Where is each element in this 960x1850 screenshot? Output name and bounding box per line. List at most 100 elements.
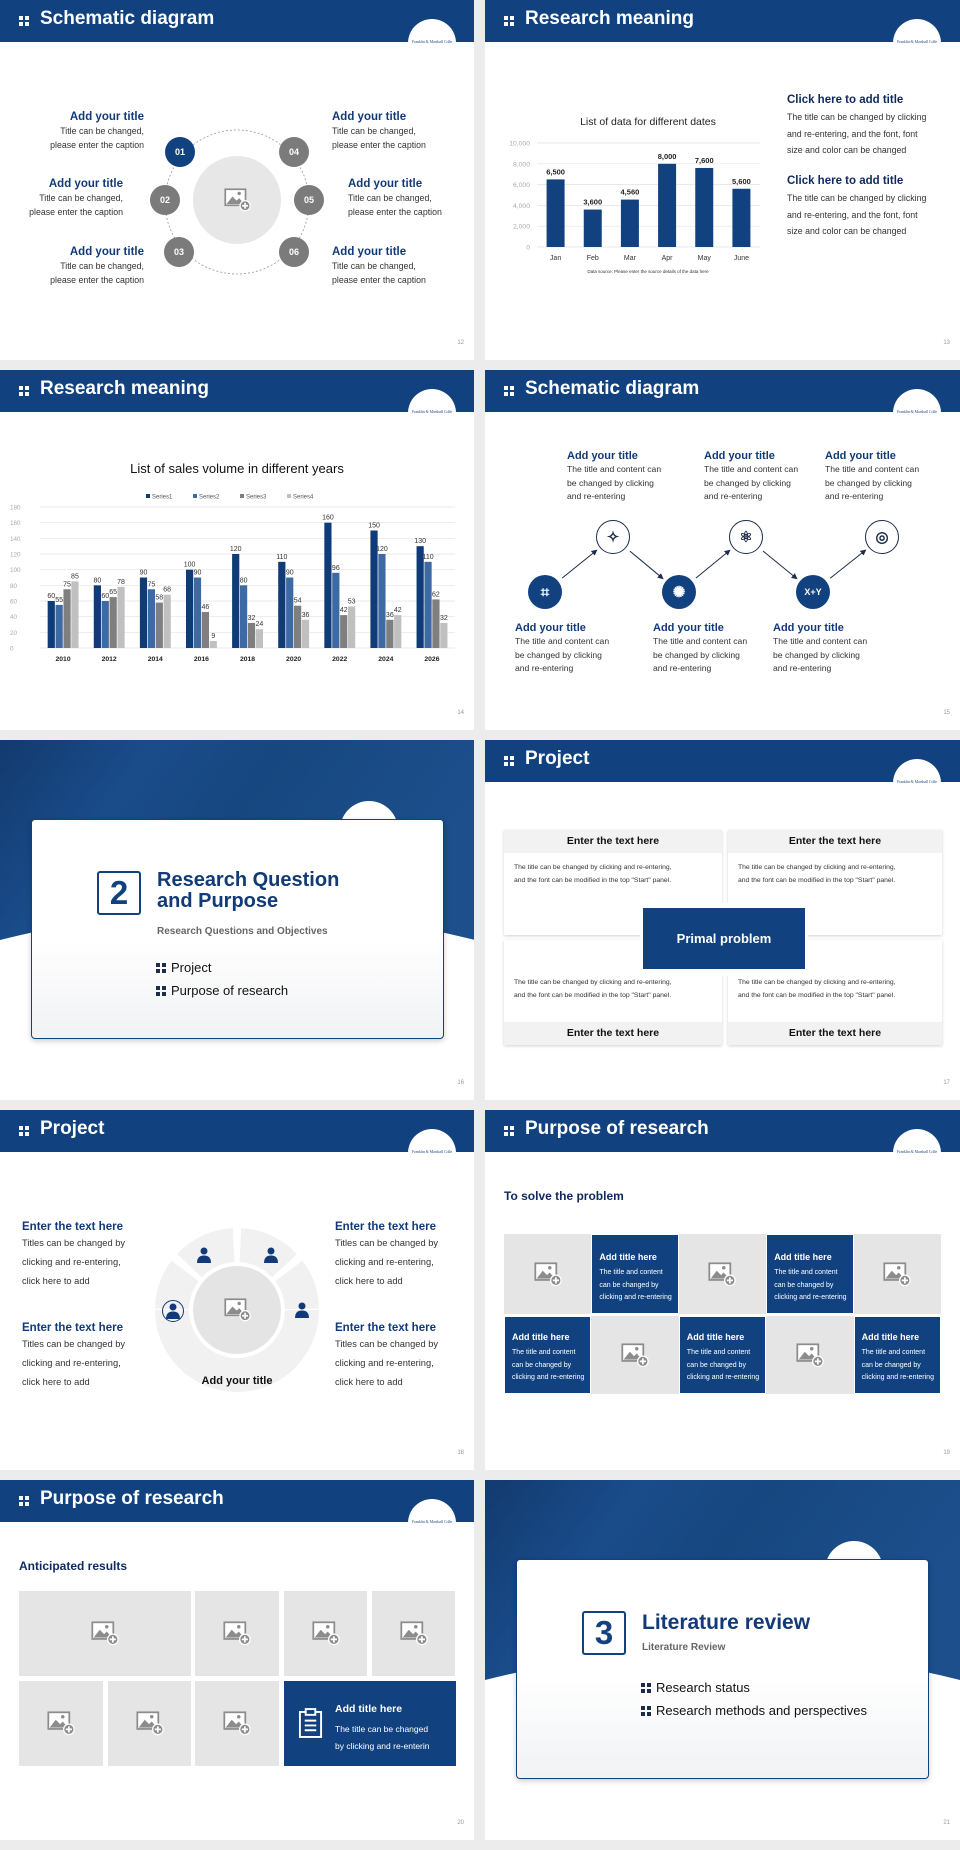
center-title[interactable]: Add your title — [201, 1375, 273, 1387]
step-number-badge[interactable]: 02 — [150, 185, 180, 215]
step-title[interactable]: Add your title — [825, 450, 896, 462]
image-placeholder-icon[interactable] — [91, 1621, 119, 1646]
bar-Series4-2012 — [117, 586, 125, 648]
image-placeholder-icon[interactable] — [621, 1342, 649, 1368]
orbit-icon[interactable]: ◎ — [865, 520, 899, 554]
item-text-block: Add your title Title can be changed, pleas… — [29, 178, 123, 219]
bar-Series3-2020 — [294, 605, 302, 648]
y-tick-label: 2,000 — [513, 224, 530, 231]
image-placeholder-icon[interactable] — [796, 1342, 824, 1368]
image-placeholder-icon[interactable] — [399, 1621, 428, 1646]
image-placeholder-icon[interactable] — [883, 1261, 912, 1287]
network-cube-icon[interactable]: ⌗ — [528, 575, 562, 609]
box-heading[interactable]: Enter the text here — [504, 1022, 722, 1045]
cell-title[interactable]: Add title here — [512, 1332, 570, 1342]
block-title[interactable]: Enter the text here — [22, 1221, 123, 1233]
data-label: 24 — [256, 621, 264, 628]
image-cell[interactable] — [372, 1591, 455, 1676]
slide-16: 16Franklin & Marshall College2Research Q… — [0, 740, 474, 1100]
image-placeholder-icon[interactable] — [708, 1261, 737, 1287]
image-placeholder-icon[interactable] — [223, 1298, 251, 1322]
image-placeholder-icon[interactable] — [311, 1621, 340, 1646]
card-title[interactable]: Add title here — [335, 1703, 403, 1715]
image-placeholder-icon[interactable] — [223, 1621, 251, 1646]
image-cell[interactable] — [195, 1591, 279, 1676]
image-placeholder-icon[interactable] — [223, 1711, 251, 1736]
step-body-line: be changed by clicking — [653, 649, 740, 660]
block-body-line: clicking and re-entering, — [22, 1358, 121, 1368]
item-title[interactable]: Add your title — [69, 246, 144, 258]
image-placeholder-icon[interactable] — [534, 1261, 562, 1287]
box-heading[interactable]: Enter the text here — [728, 830, 942, 853]
arrow — [829, 549, 867, 579]
data-label: 65 — [109, 589, 117, 596]
image-cell[interactable] — [19, 1591, 191, 1676]
data-label: 120 — [230, 546, 242, 553]
step-number-badge[interactable]: 05 — [294, 185, 324, 215]
step-title[interactable]: Add your title — [653, 622, 724, 634]
bullet-dots-icon — [641, 1683, 651, 1693]
image-cell[interactable] — [195, 1681, 279, 1766]
center-image-circle[interactable] — [193, 156, 281, 244]
sparkles-icon[interactable]: ✧ — [596, 520, 630, 554]
x-tick-label: 2010 — [55, 656, 70, 663]
step-title[interactable]: Add your title — [567, 450, 638, 462]
result-card: Add title here The title can be changed by… — [284, 1681, 456, 1766]
section-subtitle: Research Questions and Objectives — [157, 926, 328, 937]
bar-Series3-2010 — [63, 589, 71, 648]
box-body-line: and the font can be modified in the top … — [514, 991, 672, 999]
step-number-badge[interactable]: 06 — [279, 237, 309, 267]
slide-13: Research meaning Franklin & Marshall Coll… — [485, 0, 960, 360]
center-image-circle[interactable] — [193, 1266, 281, 1354]
primal-problem-box[interactable]: Primal problem — [643, 908, 805, 969]
cell-title[interactable]: Add title here — [774, 1252, 832, 1262]
image-cell[interactable] — [504, 1234, 592, 1314]
item-title[interactable]: Add your title — [332, 111, 407, 123]
image-cell[interactable] — [108, 1681, 191, 1766]
box-heading[interactable]: Enter the text here — [728, 1022, 942, 1045]
step-body-line: The title and content can — [704, 464, 799, 474]
bullet-dots-icon — [156, 963, 166, 973]
block-title[interactable]: Enter the text here — [335, 1221, 436, 1233]
image-placeholder-icon[interactable] — [135, 1711, 164, 1736]
image-cell[interactable] — [591, 1316, 679, 1394]
step-title[interactable]: Add your title — [773, 622, 844, 634]
cell-title[interactable]: Add title here — [686, 1332, 745, 1342]
step-number-badge[interactable]: 03 — [164, 237, 194, 267]
step-title[interactable]: Add your title — [704, 450, 775, 462]
data-label: 7,600 — [695, 156, 714, 165]
cell-title[interactable]: Add title here — [599, 1252, 657, 1262]
y-tick-label: 4,000 — [513, 203, 530, 210]
item-title[interactable]: Add your title — [348, 178, 423, 190]
item-title[interactable]: Add your title — [332, 246, 407, 258]
image-cell[interactable] — [853, 1234, 941, 1314]
block-title[interactable]: Click here to add title — [787, 175, 904, 187]
item-title[interactable]: Add your title — [69, 111, 144, 123]
block-title[interactable]: Enter the text here — [22, 1322, 123, 1334]
box-heading[interactable]: Enter the text here — [504, 830, 722, 853]
image-placeholder-icon[interactable] — [47, 1711, 75, 1736]
image-cell[interactable] — [284, 1591, 367, 1676]
section-title: Research Question and Purpose — [157, 870, 339, 912]
item-caption: Title can be changed, — [60, 261, 144, 271]
formula-icon[interactable]: X+Y — [796, 575, 830, 609]
molecule-icon[interactable]: ⚛ — [729, 520, 763, 554]
image-cell[interactable] — [766, 1316, 854, 1394]
step-number-badge[interactable]: 01 — [165, 137, 195, 167]
image-cell[interactable] — [678, 1234, 767, 1314]
ring-segment — [274, 1260, 319, 1310]
item-title[interactable]: Add your title — [48, 178, 123, 190]
image-placeholder-icon[interactable] — [223, 188, 251, 212]
slide-title: Research meaning — [40, 378, 209, 399]
item-caption: Title can be changed, — [332, 261, 416, 271]
step-title[interactable]: Add your title — [515, 622, 586, 634]
hub-icon[interactable]: ✺ — [662, 575, 696, 609]
logo-text: Franklin & Marshall College — [412, 1519, 452, 1524]
block-title[interactable]: Click here to add title — [787, 94, 904, 106]
box-body-line: and the font can be modified in the top … — [738, 876, 896, 884]
image-cell[interactable] — [19, 1681, 103, 1766]
cell-title[interactable]: Add title here — [861, 1332, 920, 1342]
bullet-dots-icon — [19, 386, 29, 396]
block-title[interactable]: Enter the text here — [335, 1322, 436, 1334]
step-number-badge[interactable]: 04 — [279, 137, 309, 167]
